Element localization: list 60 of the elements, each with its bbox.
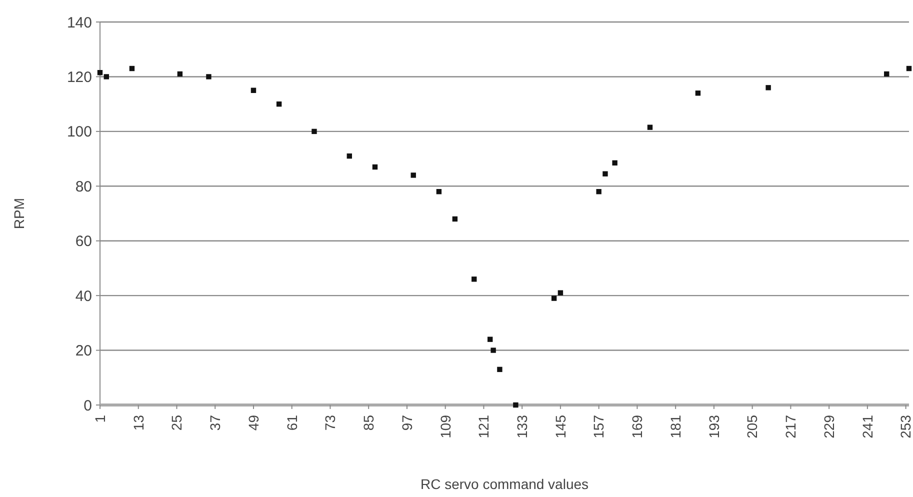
- point: [206, 74, 212, 80]
- point: [129, 66, 135, 72]
- point: [488, 336, 493, 342]
- point: [346, 153, 352, 159]
- x-tick-label: 145: [552, 414, 568, 438]
- x-tick-label: 37: [207, 414, 224, 431]
- point: [276, 101, 282, 107]
- x-tick-label: 13: [130, 414, 146, 431]
- x-tick-label: 157: [590, 414, 607, 438]
- point: [410, 172, 416, 178]
- point: [97, 70, 103, 76]
- y-tick-label: 120: [66, 68, 92, 86]
- point: [906, 66, 912, 72]
- point: [551, 296, 557, 301]
- y-tick-label: 0: [84, 397, 92, 414]
- y-tick-label: 60: [75, 233, 92, 250]
- x-tick-label: 73: [322, 414, 338, 431]
- point: [312, 128, 317, 134]
- x-tick-label: 133: [514, 414, 530, 438]
- y-axis-title: RPM: [11, 198, 27, 230]
- point: [104, 74, 109, 80]
- point: [372, 164, 378, 170]
- x-tick-label: 97: [398, 414, 415, 431]
- y-tick-label: 40: [75, 288, 92, 305]
- y-tick-label: 80: [75, 178, 92, 196]
- x-tick-label: 205: [744, 414, 760, 438]
- y-tick-label: 140: [66, 14, 92, 32]
- point: [490, 348, 496, 353]
- point: [472, 276, 477, 282]
- point: [497, 366, 502, 372]
- x-tick-label: 49: [245, 414, 262, 431]
- y-tick-label: 100: [66, 124, 92, 141]
- x-tick-label: 1: [92, 414, 108, 423]
- x-tick-label: 253: [898, 414, 913, 438]
- point: [177, 71, 183, 77]
- x-tick-label: 229: [820, 414, 837, 438]
- x-tick-label: 25: [168, 414, 185, 431]
- x-tick-label: 61: [284, 414, 300, 431]
- x-axis-title: RC servo command values: [420, 476, 589, 492]
- x-tick-label: 121: [476, 414, 492, 438]
- x-tick-label: 217: [782, 414, 799, 438]
- x-tick-label: 193: [706, 414, 722, 438]
- x-tick-label: 109: [437, 414, 454, 438]
- point: [558, 290, 564, 296]
- point: [766, 85, 771, 90]
- point: [695, 90, 701, 96]
- point: [612, 160, 618, 166]
- point: [436, 189, 442, 194]
- x-tick-label: 181: [667, 414, 684, 438]
- point: [596, 189, 602, 194]
- x-tick-label: 85: [360, 414, 376, 431]
- point: [602, 171, 608, 176]
- point: [884, 71, 890, 77]
- point: [513, 402, 518, 408]
- x-tick-label: 241: [859, 414, 876, 438]
- point: [452, 216, 458, 222]
- point: [250, 88, 256, 93]
- x-tick-label: 169: [629, 414, 646, 438]
- point: [647, 124, 653, 130]
- y-tick-label: 20: [75, 342, 92, 360]
